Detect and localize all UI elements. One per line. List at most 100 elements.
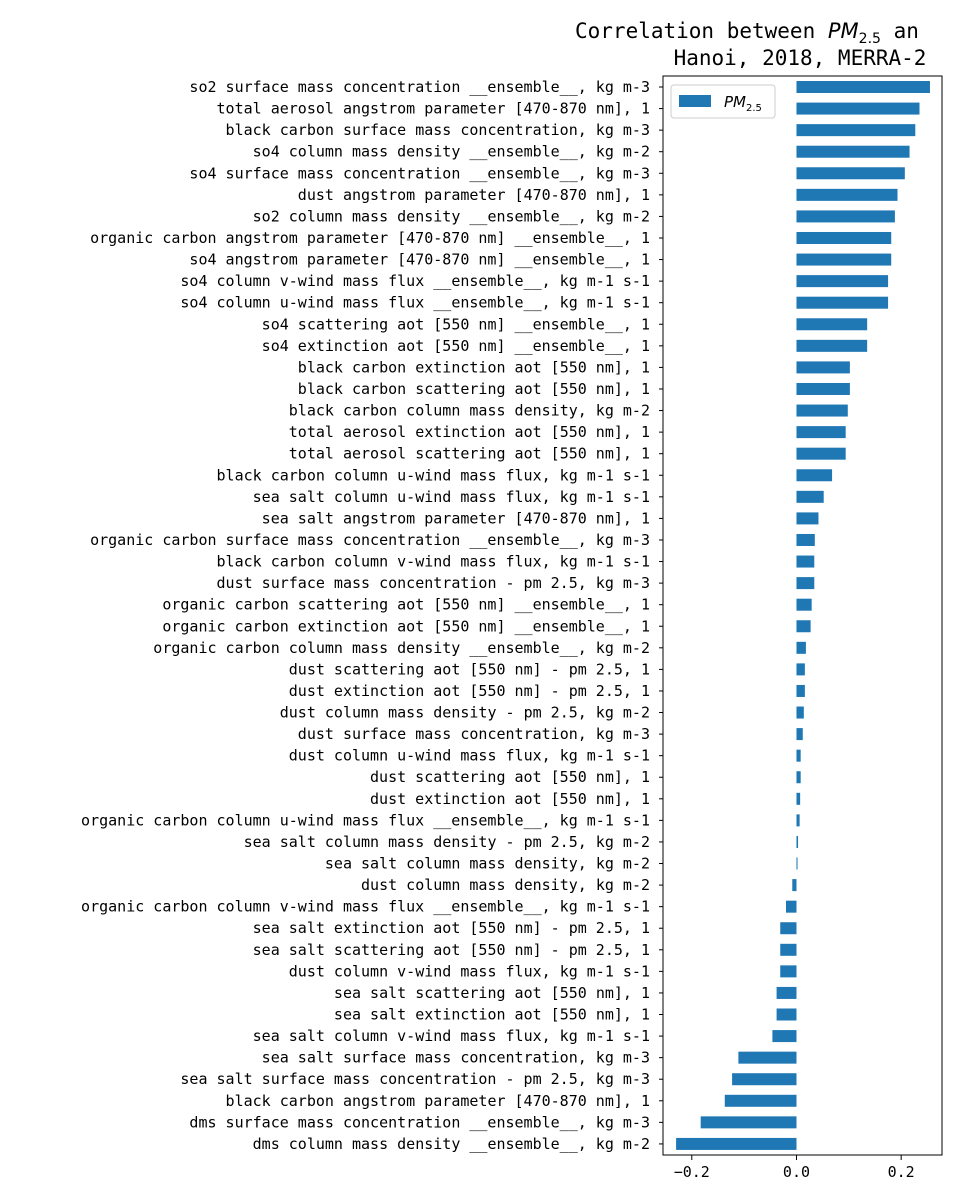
y-tick-label: so4 column mass density __ensemble__, kg… [253, 143, 650, 161]
bar [796, 81, 930, 93]
y-tick-label: organic carbon column mass density __ens… [153, 639, 650, 657]
y-tick-label: dust extinction aot [550 nm] - pm 2.5, 1 [289, 682, 650, 700]
y-tick-label: organic carbon column v-wind mass flux _… [81, 898, 650, 916]
bar [796, 835, 799, 848]
x-ticks: −0.2 0.0 0.2 [674, 1155, 915, 1181]
y-tick-label: black carbon extinction aot [550 nm], 1 [298, 358, 650, 376]
bar [796, 210, 895, 223]
bars-group [676, 81, 930, 1150]
y-tick-label: total aerosol extinction aot [550 nm], 1 [289, 423, 650, 441]
bar [796, 684, 805, 697]
bar [780, 922, 797, 935]
bar [724, 1094, 797, 1107]
chart-title-var: PM [828, 19, 859, 43]
y-tick-label: total aerosol scattering aot [550 nm], 1 [289, 445, 650, 463]
y-tick-label: total aerosol angstrom parameter [470-87… [217, 100, 650, 118]
y-tick-label: sea salt column mass density - pm 2.5, k… [244, 833, 650, 851]
x-tick-label: 0.2 [888, 1163, 915, 1181]
y-tick-label: dust extinction aot [550 nm], 1 [370, 790, 650, 808]
bar [780, 965, 797, 978]
y-tick-label: organic carbon surface mass concentratio… [90, 531, 650, 549]
bar [786, 900, 797, 913]
bar [796, 512, 819, 525]
bar [772, 1030, 797, 1043]
y-tick-label: sea salt column v-wind mass flux, kg m-1… [253, 1027, 650, 1045]
bar [796, 577, 815, 590]
bar [796, 231, 892, 244]
bar [776, 1008, 797, 1021]
bar [676, 1137, 797, 1150]
y-tick-label: organic carbon extinction aot [550 nm] _… [162, 617, 650, 635]
y-tick-label: sea salt angstrom parameter [470-870 nm]… [262, 509, 650, 527]
y-tick-label: dust column mass density, kg m-2 [361, 876, 650, 894]
y-tick-label: so2 column mass density __ensemble__, kg… [253, 207, 650, 225]
chart-title-suffix: an [881, 19, 919, 43]
x-tick-label: −0.2 [674, 1163, 710, 1181]
y-tick-label: sea salt column u-wind mass flux, kg m-1… [253, 488, 650, 506]
bar [738, 1051, 797, 1064]
bar [796, 447, 846, 460]
bar [796, 814, 800, 827]
y-tick-labels: so2 surface mass concentration __ensembl… [81, 78, 650, 1153]
chart-title-prefix: Correlation between [575, 19, 828, 43]
y-tick-label: sea salt scattering aot [550 nm], 1 [334, 984, 650, 1002]
y-tick-label: black carbon surface mass concentration,… [226, 121, 650, 139]
y-tick-label: organic carbon angstrom parameter [470-8… [90, 229, 650, 247]
y-tick-label: sea salt extinction aot [550 nm], 1 [334, 1006, 650, 1024]
y-tick-label: black carbon column v-wind mass flux, kg… [217, 553, 650, 571]
x-tick-label: 0.0 [783, 1163, 810, 1181]
bar [796, 728, 803, 741]
bar [796, 620, 811, 633]
legend-label-sub: 2.5 [746, 103, 762, 114]
y-tick-label: organic carbon scattering aot [550 nm] _… [162, 596, 650, 614]
y-tick-label: dust column u-wind mass flux, kg m-1 s-1 [289, 747, 650, 765]
bar [796, 382, 850, 395]
bar [700, 1116, 797, 1129]
bar [776, 986, 797, 999]
chart-title: Correlation between PM2.5 an Hanoi, 2018… [575, 19, 926, 70]
bar [796, 275, 889, 288]
bar [796, 339, 868, 352]
y-tick-label: dust angstrom parameter [470-870 nm], 1 [298, 186, 650, 204]
y-tick-label: dust scattering aot [550 nm] - pm 2.5, 1 [289, 660, 650, 678]
bar [796, 490, 824, 503]
y-tick-label: sea salt surface mass concentration, kg … [262, 1049, 650, 1067]
legend-label-var: PM [724, 93, 746, 111]
y-tick-label: so4 scattering aot [550 nm] __ensemble__… [262, 315, 650, 333]
bar [796, 663, 805, 676]
bar [796, 145, 910, 158]
y-tick-label: sea salt scattering aot [550 nm] - pm 2.… [253, 941, 650, 959]
y-tick-label: sea salt column mass density, kg m-2 [325, 855, 650, 873]
y-tick-label: so4 angstrom parameter [470-870 nm] __en… [189, 251, 650, 269]
y-tick-label: so4 column v-wind mass flux __ensemble__… [180, 272, 650, 290]
chart-title-sub: 2.5 [859, 31, 881, 47]
chart-title-line2: Hanoi, 2018, MERRA-2 [674, 46, 927, 70]
bar [796, 426, 846, 439]
bar [796, 404, 848, 417]
y-tick-label: dust surface mass concentration - pm 2.5… [217, 574, 650, 592]
bar [796, 296, 889, 309]
bar [796, 318, 868, 331]
bar [780, 943, 797, 956]
legend: PM2.5 [670, 84, 776, 119]
bar [796, 188, 898, 201]
y-tick-label: dust column v-wind mass flux, kg m-1 s-1 [289, 962, 650, 980]
y-tick-label: so4 column u-wind mass flux __ensemble__… [180, 294, 650, 312]
bar [796, 598, 812, 611]
axes-frame [662, 75, 943, 1156]
bar [796, 792, 801, 805]
y-tick-label: so4 extinction aot [550 nm] __ensemble__… [262, 337, 650, 355]
y-tick-label: black carbon scattering aot [550 nm], 1 [298, 380, 650, 398]
y-tick-label: dust surface mass concentration, kg m-3 [298, 725, 650, 743]
bar [796, 555, 815, 568]
y-tick-label: so2 surface mass concentration __ensembl… [189, 78, 650, 96]
y-tick-label: black carbon angstrom parameter [470-870… [226, 1092, 650, 1110]
y-tick-label: black carbon column u-wind mass flux, kg… [217, 466, 650, 484]
y-tick-label: organic carbon column u-wind mass flux _… [81, 811, 650, 829]
y-tick-label: dust column mass density - pm 2.5, kg m-… [280, 704, 650, 722]
y-tick-label: sea salt extinction aot [550 nm] - pm 2.… [253, 919, 650, 937]
y-tick-label: dms column mass density __ensemble__, kg… [253, 1135, 650, 1153]
y-tick-label: dust scattering aot [550 nm], 1 [370, 768, 650, 786]
legend-box [670, 84, 776, 119]
